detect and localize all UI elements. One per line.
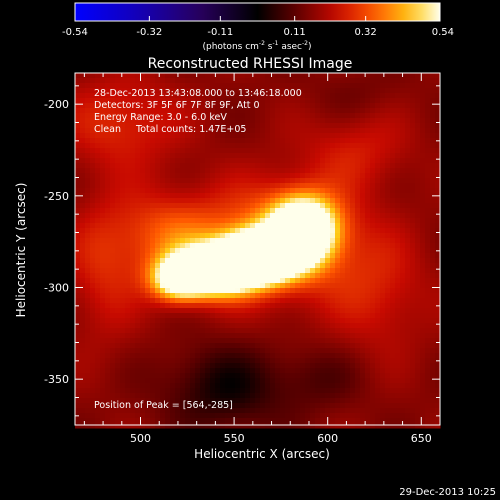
annotation-clean-counts: Clean Total counts: 1.47E+05 xyxy=(94,124,246,135)
y-tick-label: -350 xyxy=(44,373,69,386)
annotation-energy-range: Energy Range: 3.0 - 6.0 keV xyxy=(94,112,227,123)
x-tick-label: 500 xyxy=(130,432,151,445)
y-axis-label: Heliocentric Y (arcsec) xyxy=(14,183,28,318)
annotation-time-range: 28-Dec-2013 13:43:08.000 to 13:46:18.000 xyxy=(94,88,302,99)
y-tick-label: -300 xyxy=(44,282,69,295)
y-tick-label: -200 xyxy=(44,98,69,111)
footer-timestamp: 29-Dec-2013 10:25 xyxy=(399,487,496,498)
colorbar-tick-label: 0.11 xyxy=(284,27,306,38)
colorbar-tick-label: 0.32 xyxy=(355,27,377,38)
colorbar-frame xyxy=(74,2,441,22)
heatmap-image xyxy=(75,73,441,429)
colorbar-tick-label: -0.11 xyxy=(207,27,233,38)
x-tick-label: 600 xyxy=(317,432,338,445)
chart-title: Reconstructed RHESSI Image xyxy=(148,56,353,72)
colorbar-tick-label: -0.32 xyxy=(136,27,162,38)
x-axis-label: Heliocentric X (arcsec) xyxy=(194,447,330,461)
x-tick-label: 550 xyxy=(224,432,245,445)
peak-position-label: Position of Peak = [564,-285] xyxy=(94,400,233,411)
y-tick-label: -250 xyxy=(44,190,69,203)
colorbar-gradient xyxy=(75,3,440,21)
x-tick-label: 650 xyxy=(411,432,432,445)
colorbar-tick-label: 0.54 xyxy=(432,27,454,38)
colorbar-units: (photons cm-2 s-1 asec-2) xyxy=(202,40,311,52)
colorbar: -0.54 -0.32 -0.11 0.11 0.32 0.54 (photons cm-… xyxy=(62,2,454,52)
annotation-detectors: Detectors: 3F 5F 6F 7F 8F 9F, Att 0 xyxy=(94,100,260,111)
colorbar-tick-label: -0.54 xyxy=(62,27,88,38)
plot-frame xyxy=(74,72,441,426)
annotation-block: 28-Dec-2013 13:43:08.000 to 13:46:18.000… xyxy=(94,88,302,135)
